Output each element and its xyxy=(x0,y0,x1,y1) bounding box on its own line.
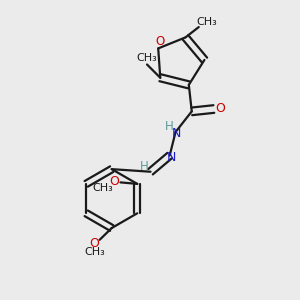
Text: H: H xyxy=(140,160,148,173)
Text: CH₃: CH₃ xyxy=(136,53,157,63)
Text: O: O xyxy=(215,102,225,115)
Text: H: H xyxy=(165,120,173,133)
Text: CH₃: CH₃ xyxy=(92,183,113,193)
Text: O: O xyxy=(90,237,100,250)
Text: N: N xyxy=(172,127,182,140)
Text: N: N xyxy=(167,151,176,164)
Text: CH₃: CH₃ xyxy=(84,248,105,257)
Text: CH₃: CH₃ xyxy=(196,17,218,27)
Text: O: O xyxy=(109,175,119,188)
Text: O: O xyxy=(155,34,164,47)
